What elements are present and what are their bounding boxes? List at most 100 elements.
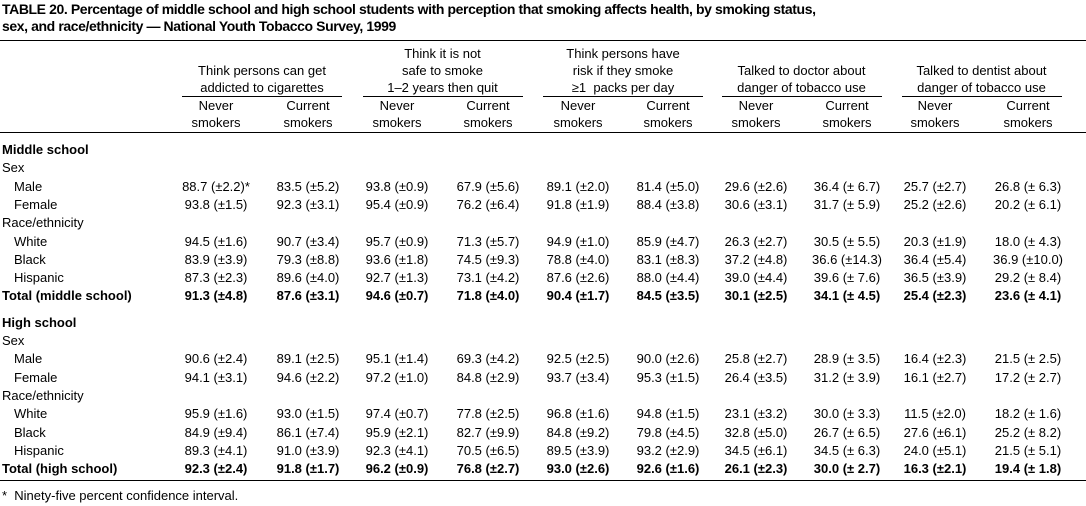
data-cell: 93.0 (±2.6) (546, 461, 610, 477)
group-header: Think persons have (566, 46, 680, 61)
column-header: Never (560, 98, 596, 113)
data-cell: 26.4 (±3.5) (724, 369, 788, 385)
data-cell: 93.8 (±0.9) (365, 178, 429, 194)
data-cell: 16.1 (±2.7) (903, 369, 967, 385)
group-label: Sex (2, 160, 25, 176)
data-cell: 29.6 (±2.6) (724, 178, 788, 194)
data-cell: 18.2 (± 1.6) (994, 406, 1062, 422)
group-underline (721, 96, 882, 97)
data-cell: 85.9 (±4.7) (636, 233, 700, 249)
data-cell: 84.8 (±2.9) (456, 369, 520, 385)
data-cell: 30.0 (± 2.7) (813, 461, 881, 477)
data-cell: 71.8 (±4.0) (456, 288, 520, 304)
column-header: smokers (283, 115, 333, 130)
data-cell: 92.3 (±4.1) (365, 442, 429, 458)
data-cell: 93.8 (±1.5) (184, 196, 248, 212)
row-label: Hispanic (14, 270, 64, 286)
data-cell: 30.0 (± 3.3) (813, 406, 881, 422)
bottom-rule (0, 480, 1086, 481)
data-cell: 83.1 (±8.3) (636, 251, 700, 267)
data-cell: 92.6 (±1.6) (636, 461, 700, 477)
data-cell: 16.4 (±2.3) (903, 351, 967, 367)
top-rule (0, 40, 1086, 41)
column-header: Current (466, 98, 510, 113)
data-cell: 97.2 (±1.0) (365, 369, 429, 385)
data-cell: 36.4 (±5.4) (903, 251, 967, 267)
data-cell: 95.4 (±0.9) (365, 196, 429, 212)
data-cell: 74.5 (±9.3) (456, 251, 520, 267)
data-cell: 88.7 (±2.2)* (182, 178, 250, 194)
data-cell: 36.6 (±14.3) (811, 251, 883, 267)
group-header: safe to smoke (402, 63, 483, 78)
data-cell: 25.2 (± 8.2) (994, 424, 1062, 440)
row-label: White (14, 406, 48, 422)
row-label: Male (14, 178, 43, 194)
data-cell: 88.0 (±4.4) (636, 270, 700, 286)
row-label: Black (14, 424, 46, 440)
data-cell: 30.6 (±3.1) (724, 196, 788, 212)
data-cell: 39.6 (± 7.6) (813, 270, 881, 286)
column-header: smokers (643, 115, 693, 130)
data-cell: 18.0 (± 4.3) (994, 233, 1062, 249)
section-title: Middle school (2, 142, 89, 157)
column-header: smokers (553, 115, 603, 130)
data-cell: 31.7 (± 5.9) (813, 196, 881, 212)
group-label: Sex (2, 333, 25, 348)
data-cell: 91.3 (±4.8) (184, 288, 248, 304)
column-header: Current (286, 98, 330, 113)
group-header: 1–2 years then quit (387, 80, 498, 95)
data-cell: 76.2 (±6.4) (456, 196, 520, 212)
data-cell: 76.8 (±2.7) (456, 461, 520, 477)
data-cell: 23.1 (±3.2) (724, 406, 788, 422)
row-label: White (14, 233, 48, 249)
group-label: Race/ethnicity (2, 215, 84, 231)
data-cell: 34.5 (± 6.3) (813, 442, 881, 458)
data-cell: 30.5 (± 5.5) (813, 233, 881, 249)
data-cell: 25.8 (±2.7) (724, 351, 788, 367)
data-cell: 89.1 (±2.0) (546, 178, 610, 194)
data-cell: 94.1 (±3.1) (184, 369, 248, 385)
total-label: Total (middle school) (2, 288, 132, 304)
data-cell: 96.2 (±0.9) (365, 461, 429, 477)
data-cell: 21.5 (± 5.1) (994, 442, 1062, 458)
column-header: Current (646, 98, 690, 113)
data-cell: 16.3 (±2.1) (903, 461, 967, 477)
data-cell: 96.8 (±1.6) (546, 406, 610, 422)
data-cell: 90.0 (±2.6) (636, 351, 700, 367)
data-cell: 82.7 (±9.9) (456, 424, 520, 440)
data-cell: 24.0 (±5.1) (903, 442, 967, 458)
data-cell: 26.8 (± 6.3) (994, 178, 1062, 194)
data-cell: 91.0 (±3.9) (276, 442, 340, 458)
row-label: Male (14, 351, 43, 367)
data-cell: 83.9 (±3.9) (184, 251, 248, 267)
data-cell: 29.2 (± 8.4) (994, 270, 1062, 286)
data-cell: 70.5 (±6.5) (456, 442, 520, 458)
column-header: smokers (463, 115, 513, 130)
data-cell: 93.7 (±3.4) (546, 369, 610, 385)
data-cell: 36.5 (±3.9) (903, 270, 967, 286)
data-cell: 27.6 (±6.1) (903, 424, 967, 440)
footnote: * Ninety-five percent confidence interva… (2, 488, 239, 503)
column-header: smokers (372, 115, 422, 130)
data-cell: 92.7 (±1.3) (365, 270, 429, 286)
table-title: sex, and race/ethnicity — National Youth… (2, 18, 396, 34)
data-cell: 39.0 (±4.4) (724, 270, 788, 286)
data-cell: 36.4 (± 6.7) (813, 178, 881, 194)
data-cell: 93.6 (±1.8) (365, 251, 429, 267)
data-cell: 94.9 (±1.0) (546, 233, 610, 249)
data-cell: 94.8 (±1.5) (636, 406, 700, 422)
group-header: Talked to doctor about (737, 63, 866, 78)
row-label: Hispanic (14, 442, 64, 458)
group-header: ≥1 packs per day (571, 80, 675, 95)
group-header: Think it is not (404, 46, 481, 61)
data-cell: 95.9 (±2.1) (365, 424, 429, 440)
data-cell: 26.1 (±2.3) (724, 461, 788, 477)
data-cell: 25.4 (±2.3) (903, 288, 967, 304)
data-cell: 84.9 (±9.4) (184, 424, 248, 440)
data-cell: 20.2 (± 6.1) (994, 196, 1062, 212)
group-underline (182, 96, 342, 97)
data-cell: 67.9 (±5.6) (456, 178, 520, 194)
data-cell: 84.5 (±3.5) (636, 288, 700, 304)
data-cell: 92.3 (±2.4) (184, 461, 248, 477)
